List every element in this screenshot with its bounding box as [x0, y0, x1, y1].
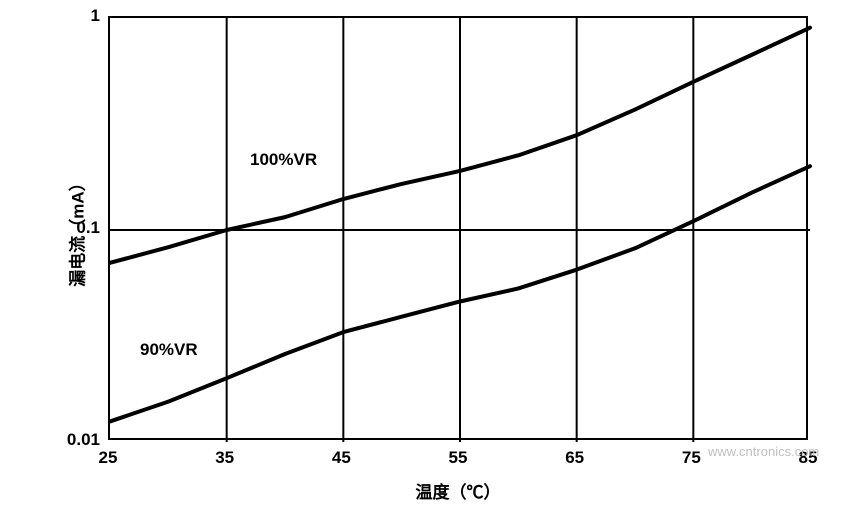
y-tick-label: 0.01	[67, 430, 100, 450]
x-tick-label: 35	[205, 448, 245, 468]
x-axis-label: 温度（℃）	[398, 478, 518, 503]
x-tick-label: 75	[671, 448, 711, 468]
x-tick-label: 65	[555, 448, 595, 468]
watermark-text: www.cntronics.com	[708, 444, 819, 459]
series-label-100%VR: 100%VR	[250, 150, 317, 170]
x-tick-label: 45	[321, 448, 361, 468]
plot-area	[108, 16, 808, 440]
y-tick-label: 1	[91, 6, 100, 26]
chart-container: 漏电流（mA） 温度（℃） 0.010.11 25354555657585 10…	[0, 0, 853, 529]
data-series	[110, 18, 810, 442]
x-tick-label: 55	[438, 448, 478, 468]
series-label-90%VR: 90%VR	[140, 340, 198, 360]
x-tick-label: 25	[88, 448, 128, 468]
y-tick-label: 0.1	[76, 218, 100, 238]
series-line-100%VR	[110, 28, 810, 263]
series-line-90%VR	[110, 166, 810, 421]
